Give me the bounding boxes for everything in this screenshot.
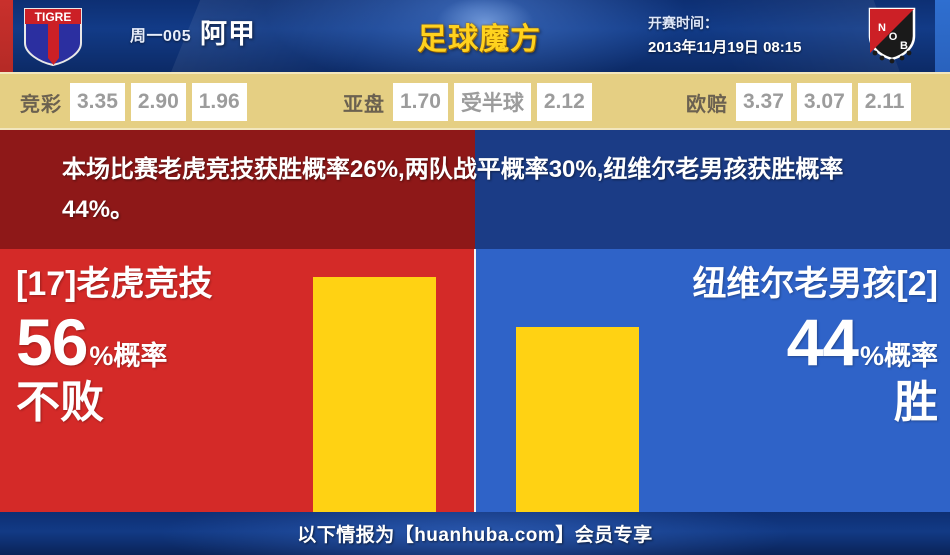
header-bar: TIGRE 周一005 阿甲 足球魔方 开赛时间： 2013年11月19日 08… xyxy=(0,0,950,72)
odds-cell[interactable]: 2.11 xyxy=(857,83,912,121)
odds-cell[interactable]: 2.90 xyxy=(130,83,186,121)
away-outcome-label: 胜 xyxy=(894,378,938,427)
home-probability-bar xyxy=(313,277,436,512)
probability-summary-text: 本场比赛老虎竞技获胜概率26%,两队战平概率30%,纽维尔老男孩获胜概率44%。 xyxy=(62,156,844,223)
home-team-panel: [17]老虎竞技 56 %概率 不败 xyxy=(0,249,474,512)
odds-group-oupei: 欧赔 3.37 3.07 2.11 xyxy=(686,83,912,121)
odds-cell[interactable]: 2.12 xyxy=(536,83,592,121)
odds-group-title: 欧赔 xyxy=(686,93,728,116)
footer-bar: 以下情报为【huanhuba.com】会员专享 xyxy=(0,512,950,555)
home-outcome-label: 不败 xyxy=(16,378,104,427)
odds-cell[interactable]: 1.96 xyxy=(191,83,247,121)
summary-band-left-half xyxy=(0,130,475,249)
odds-cell[interactable]: 3.37 xyxy=(736,83,791,121)
away-percent-row: 44 %概率 xyxy=(638,307,938,377)
crest-stars-decoration xyxy=(872,50,912,64)
home-team-stats: [17]老虎竞技 56 %概率 不败 xyxy=(16,263,306,429)
left-red-edge-stripe xyxy=(0,0,13,72)
odds-bar: 竞彩 3.35 2.90 1.96 亚盘 1.70 受半球 2.12 欧赔 3.… xyxy=(0,72,950,130)
odds-cell[interactable]: 3.35 xyxy=(70,83,125,121)
right-blue-edge-stripe xyxy=(935,0,950,72)
odds-cell[interactable]: 受半球 xyxy=(453,83,531,121)
kickoff-datetime: 2013年11月19日 08:15 xyxy=(648,39,802,56)
summary-band-right-half xyxy=(475,130,950,249)
league-name: 阿甲 xyxy=(200,19,256,49)
away-team-name: 纽维尔老男孩[2] xyxy=(692,265,938,303)
footer-membership-notice: 以下情报为【huanhuba.com】会员专享 xyxy=(297,525,653,546)
kickoff-label: 开赛时间： xyxy=(648,15,718,31)
away-percent-value: 44 xyxy=(786,305,859,379)
odds-group-title: 竞彩 xyxy=(20,93,62,116)
home-team-crest-icon: TIGRE xyxy=(24,8,82,67)
home-crest-label: TIGRE xyxy=(35,10,72,24)
away-probability-bar xyxy=(516,327,639,512)
brand-logo: 足球魔方 xyxy=(404,10,554,62)
away-team-panel: 纽维尔老男孩[2] 44 %概率 胜 xyxy=(476,249,950,512)
odds-group-yapan: 亚盘 1.70 受半球 2.12 xyxy=(343,83,592,121)
kickoff-info: 开赛时间： 2013年11月19日 08:15 xyxy=(648,13,838,57)
odds-group-jingcai: 竞彩 3.35 2.90 1.96 xyxy=(20,83,247,121)
home-percent-row: 56 %概率 xyxy=(16,307,306,377)
home-team-name: [17]老虎竞技 xyxy=(16,265,213,303)
home-percent-value: 56 xyxy=(16,305,88,379)
probability-chart: [17]老虎竞技 56 %概率 不败 纽维尔老男孩[2] 44 %概率 胜 xyxy=(0,249,950,512)
round-label: 周一005 xyxy=(130,28,192,45)
away-percent-suffix: %概率 xyxy=(859,341,938,371)
summary-band: 本场比赛老虎竞技获胜概率26%,两队战平概率30%,纽维尔老男孩获胜概率44%。 xyxy=(0,130,950,249)
home-percent-suffix: %概率 xyxy=(89,341,168,371)
odds-cell[interactable]: 3.07 xyxy=(796,83,852,121)
panel-divider xyxy=(474,249,476,512)
away-crest-letter-b: B xyxy=(900,40,908,52)
odds-cell[interactable]: 1.70 xyxy=(393,83,448,121)
brand-logo-text: 足球魔方 xyxy=(417,22,541,57)
away-team-stats: 纽维尔老男孩[2] 44 %概率 胜 xyxy=(638,263,938,429)
away-team-crest-icon: N O B xyxy=(868,7,916,64)
away-crest-letter-o: O xyxy=(889,31,898,43)
away-crest-letter-n: N xyxy=(878,22,886,34)
odds-group-title: 亚盘 xyxy=(343,93,385,116)
